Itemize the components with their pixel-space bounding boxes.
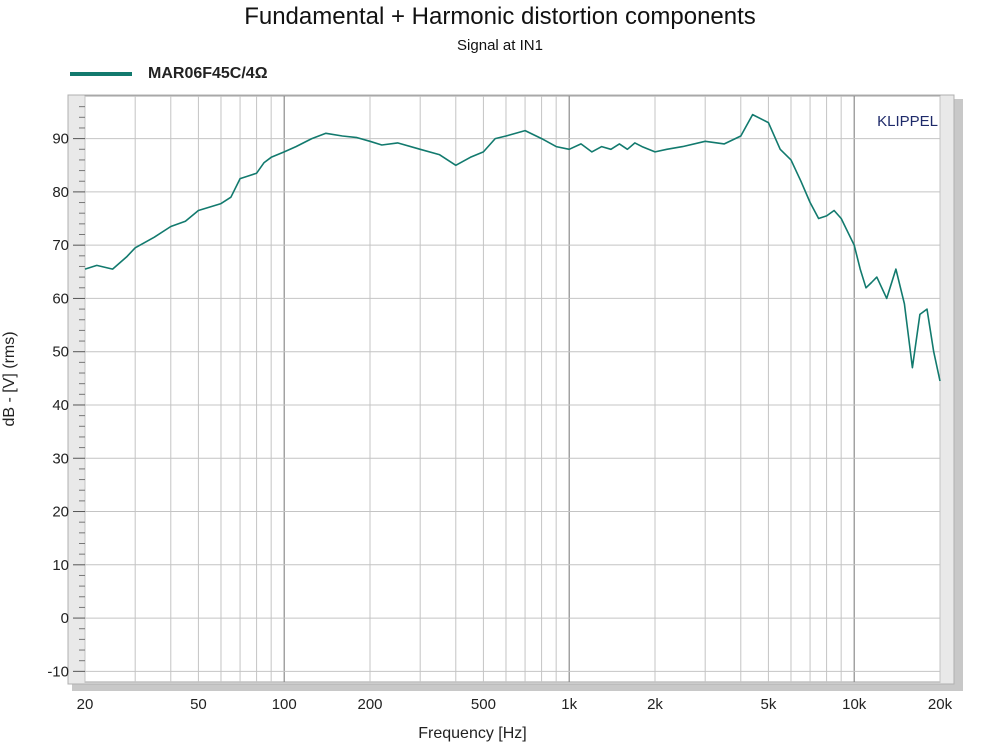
- y-axis-label: dB - [V] (rms): [1, 331, 18, 426]
- series-line: [84, 113, 941, 382]
- y-tick-label: 10: [52, 557, 69, 574]
- y-tick-label: -10: [47, 663, 69, 680]
- legend-label: MAR06F45C/4Ω: [148, 65, 268, 82]
- x-tick-label: 1k: [561, 696, 577, 713]
- x-axis-label: Frequency [Hz]: [418, 725, 526, 742]
- y-tick-label: 50: [52, 344, 69, 361]
- y-tick-label: 60: [52, 290, 69, 307]
- x-tick-label: 2k: [647, 696, 663, 713]
- legend-swatch: [70, 72, 132, 76]
- x-tick-label: 200: [357, 696, 382, 713]
- legend: MAR06F45C/4Ω: [70, 62, 268, 86]
- y-tick-label: 70: [52, 237, 69, 254]
- x-tick-label: 50: [190, 696, 207, 713]
- x-tick-label: 5k: [760, 696, 776, 713]
- plot-area: [84, 95, 941, 683]
- chart-title: Fundamental + Harmonic distortion compon…: [244, 3, 756, 30]
- x-tick-label: 500: [471, 696, 496, 713]
- x-tick-label: 10k: [842, 696, 867, 713]
- y-tick-label: 80: [52, 184, 69, 201]
- x-tick-label: 20k: [928, 696, 953, 713]
- y-tick-label: 40: [52, 397, 69, 414]
- x-tick-label: 20: [77, 696, 94, 713]
- klippel-annotation: KLIPPEL: [877, 113, 938, 130]
- chart-subtitle: Signal at IN1: [457, 37, 543, 54]
- x-tick-label: 100: [272, 696, 297, 713]
- y-tick-label: 30: [52, 450, 69, 467]
- y-tick-label: 0: [61, 610, 69, 627]
- y-tick-label: 20: [52, 504, 69, 521]
- y-tick-label: 90: [52, 131, 69, 148]
